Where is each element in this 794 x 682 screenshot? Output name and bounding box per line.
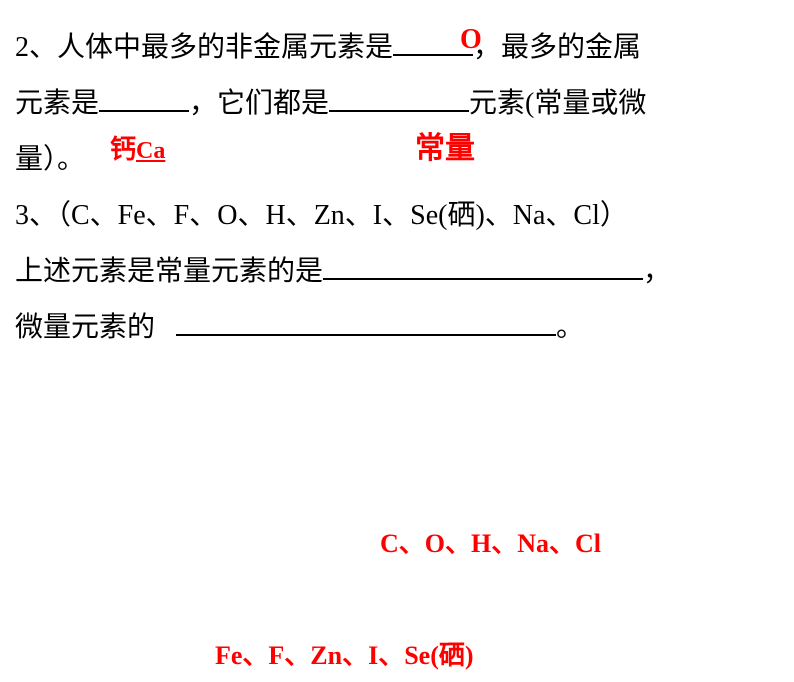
q3-blank1 — [323, 278, 643, 280]
q3-line3: 微量元素的 。 Fe、F、Zn、I、Se(硒) — [15, 300, 779, 356]
q3-blank2 — [176, 334, 556, 336]
q3-line1-text: 3、（C、Fe、F、O、H、Zn、I、Se(硒)、Na、Cl） — [15, 200, 628, 231]
q2-line2: 元素是，它们都是元素(常量或微 钙Ca 常量 — [15, 76, 779, 132]
q2-blank2 — [99, 110, 189, 112]
q2-line3-text: 量）。 — [15, 144, 85, 175]
q3-line1: 3、（C、Fe、F、O、H、Zn、I、Se(硒)、Na、Cl） — [15, 188, 779, 244]
q3-line2-suffix: ， — [643, 256, 671, 287]
answer-trace-elements: Fe、F、Zn、I、Se(硒) — [215, 630, 474, 682]
q2-prefix: 2、人体中最多的非金属元素是 — [15, 32, 393, 63]
q3-line2-prefix: 上述元素是常量元素的是 — [15, 256, 323, 287]
q2-mid2: ，它们都是 — [189, 88, 329, 119]
q3-line3-suffix: 。 — [556, 312, 584, 343]
document-content: 2、人体中最多的非金属元素是，最多的金属 O 元素是，它们都是元素(常量或微 钙… — [15, 20, 779, 356]
answer-macro-elements: C、O、H、Na、Cl — [380, 518, 601, 570]
answer-oxygen: O — [460, 12, 482, 68]
q2-line2-start: 元素是 — [15, 88, 99, 119]
q2-line3: 量）。 — [15, 132, 779, 188]
q2-suffix: 元素(常量或微 — [469, 88, 646, 119]
q3-line3-prefix: 微量元素的 — [15, 312, 155, 343]
q2-mid1: ，最多的金属 — [473, 32, 641, 63]
q2-line1: 2、人体中最多的非金属元素是，最多的金属 O — [15, 20, 779, 76]
q3-line2: 上述元素是常量元素的是， C、O、H、Na、Cl — [15, 244, 779, 300]
q2-blank3 — [329, 110, 469, 112]
